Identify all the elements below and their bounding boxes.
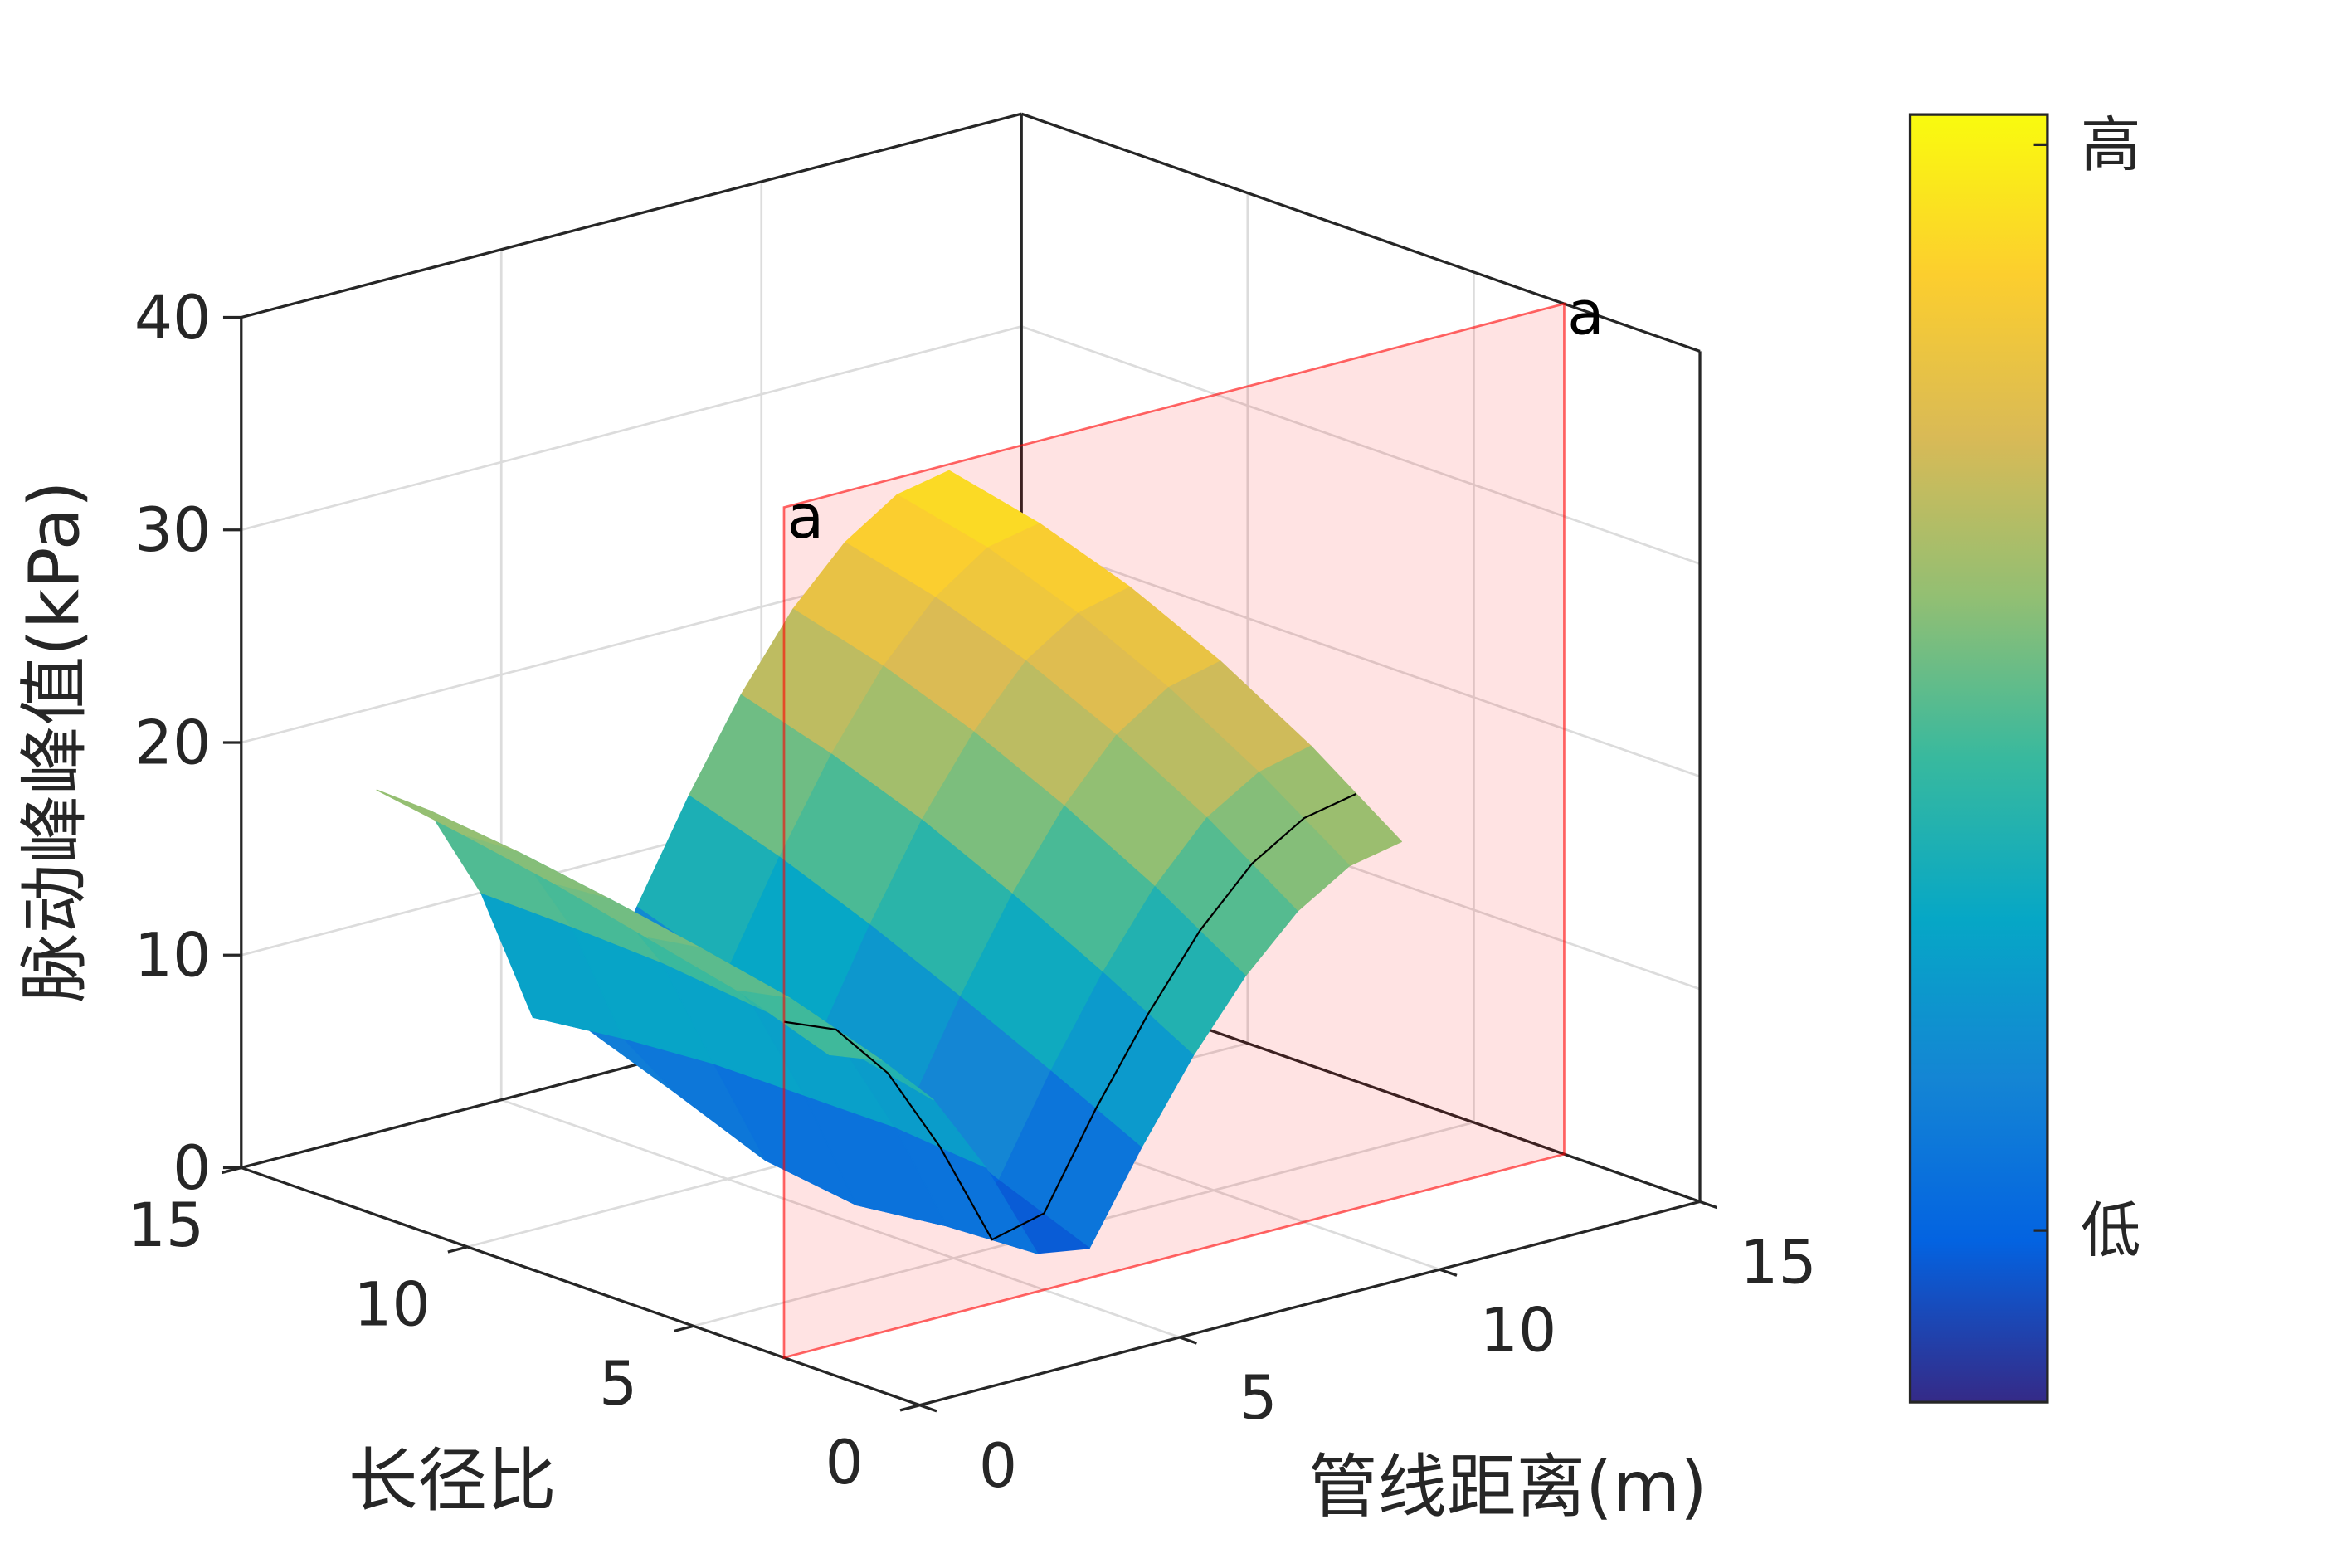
y-tick-label: 10 — [353, 1270, 431, 1340]
axis-line — [919, 1200, 1701, 1407]
x-tick — [1699, 1200, 1717, 1210]
axis-line — [241, 112, 1022, 319]
grid-line — [500, 1098, 1181, 1339]
y-tick-label: 5 — [599, 1350, 637, 1419]
colorbar-tick-label: 低 — [2081, 1197, 2141, 1267]
plane-label: a — [787, 483, 825, 553]
plane-label: a — [1567, 280, 1605, 349]
x-tick — [1439, 1268, 1458, 1277]
z-tick-label: 40 — [134, 284, 212, 353]
surface-patch — [376, 789, 520, 854]
y-tick-label: 0 — [825, 1429, 864, 1498]
x-tick-label: 5 — [1239, 1364, 1277, 1434]
grid-line — [241, 325, 1022, 532]
x-tick — [919, 1404, 937, 1413]
x-tick-label: 0 — [979, 1432, 1017, 1502]
z-tick-label: 10 — [134, 922, 212, 991]
z-tick-label: 20 — [134, 709, 212, 778]
y-tick-label: 15 — [128, 1191, 205, 1261]
colorbar — [1908, 113, 2049, 1404]
grid-line — [1020, 538, 1701, 778]
y-axis-label: 长径比 — [348, 1440, 557, 1522]
y-tick — [447, 1245, 468, 1254]
x-tick — [1179, 1336, 1198, 1345]
x-axis-label: 管线距离(m) — [1308, 1446, 1707, 1527]
axis-line — [241, 1166, 921, 1407]
z-tick-label: 0 — [173, 1134, 211, 1204]
section-line — [783, 792, 1357, 1241]
section-plane-outline — [782, 302, 1566, 1360]
x-tick-label: 15 — [1740, 1229, 1817, 1298]
y-tick — [674, 1324, 694, 1333]
axis-line — [1020, 112, 1701, 353]
y-tick — [221, 1166, 242, 1175]
z-axis-label: 脉动峰峰值(kPa) — [14, 480, 95, 1002]
x-tick-label: 10 — [1480, 1296, 1557, 1366]
y-tick — [899, 1404, 920, 1412]
grid-line — [1020, 325, 1701, 565]
colorbar-tick-label: 高 — [2081, 111, 2141, 181]
z-tick-label: 30 — [134, 496, 212, 566]
